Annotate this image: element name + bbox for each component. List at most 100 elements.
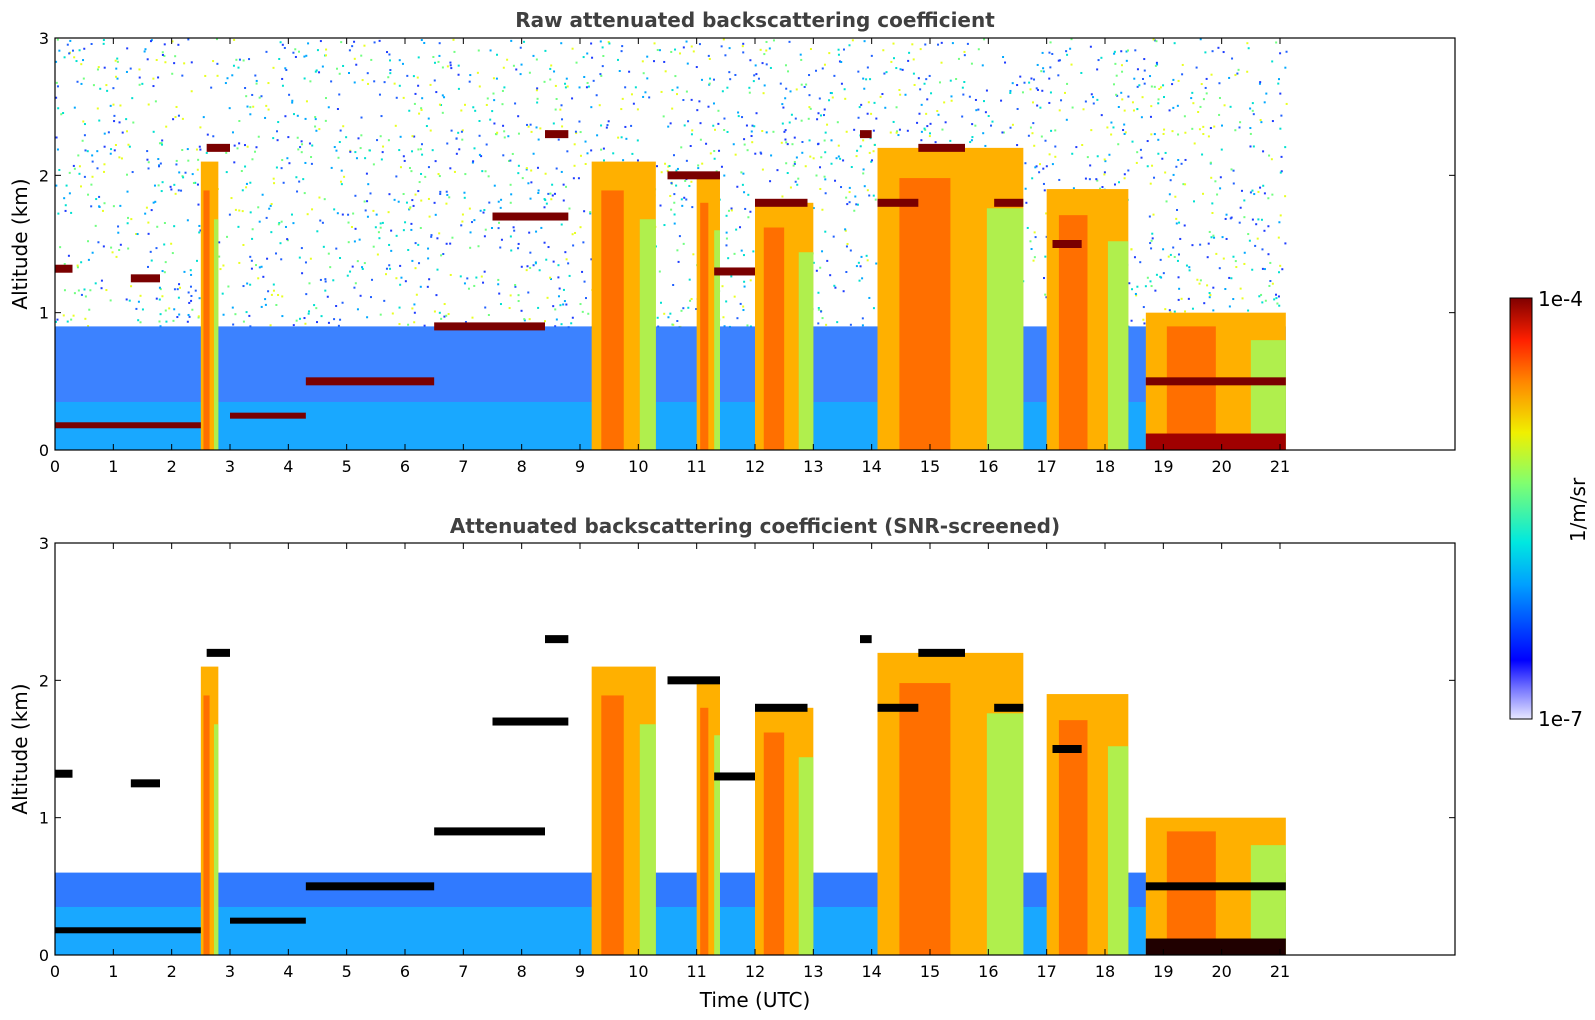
noise-dot — [389, 267, 392, 270]
noise-dot — [895, 106, 898, 109]
noise-dot — [1086, 156, 1089, 159]
noise-dot — [819, 187, 822, 190]
noise-dot — [413, 135, 416, 138]
noise-dot — [769, 180, 772, 183]
noise-dot — [366, 316, 369, 319]
noise-dot — [304, 261, 307, 264]
noise-dot — [1123, 109, 1126, 112]
noise-dot — [464, 320, 467, 323]
noise-dot — [844, 229, 847, 232]
noise-dot — [519, 73, 522, 76]
noise-dot — [1162, 84, 1165, 87]
noise-dot — [500, 198, 503, 201]
noise-dot — [272, 137, 275, 140]
panel-screened-plot-area — [55, 635, 1286, 955]
noise-dot — [1212, 286, 1215, 289]
noise-dot — [508, 307, 511, 310]
x-tick-label: 12 — [745, 962, 765, 981]
noise-dot — [77, 154, 80, 157]
noise-dot — [308, 142, 311, 145]
noise-dot — [1136, 85, 1139, 88]
x-tick-label: 13 — [803, 962, 823, 981]
noise-dot — [1198, 282, 1201, 285]
noise-dot — [1270, 158, 1273, 161]
noise-dot — [402, 229, 405, 232]
noise-dot — [690, 98, 693, 101]
noise-dot — [1230, 277, 1233, 280]
noise-dot — [1162, 248, 1165, 251]
noise-dot — [555, 318, 558, 321]
noise-dot — [254, 74, 257, 77]
noise-dot — [855, 155, 858, 158]
noise-dot — [1209, 294, 1212, 297]
noise-dot — [349, 150, 352, 153]
noise-dot — [398, 323, 401, 326]
noise-dot — [1216, 193, 1219, 196]
noise-dot — [1054, 155, 1057, 158]
noise-dot — [251, 228, 254, 231]
noise-dot — [278, 222, 281, 225]
noise-dot — [305, 293, 308, 296]
noise-dot — [1123, 123, 1126, 126]
noise-dot — [783, 130, 786, 133]
noise-dot — [80, 185, 83, 188]
noise-dot — [414, 267, 417, 270]
noise-dot — [844, 228, 847, 231]
noise-dot — [300, 151, 303, 154]
noise-dot — [570, 322, 573, 325]
noise-dot — [881, 93, 884, 96]
noise-dot — [517, 164, 520, 167]
noise-dot — [743, 280, 746, 283]
noise-dot — [563, 300, 566, 303]
noise-dot — [1141, 96, 1144, 99]
noise-dot — [150, 39, 153, 42]
noise-dot — [1120, 50, 1123, 53]
noise-dot — [73, 56, 76, 59]
noise-dot — [974, 124, 977, 127]
noise-dot — [1271, 282, 1274, 285]
noise-dot — [102, 245, 105, 248]
noise-dot — [509, 159, 512, 162]
noise-dot — [682, 99, 685, 102]
noise-dot — [530, 169, 533, 172]
noise-dot — [496, 53, 499, 56]
noise-dot — [309, 257, 312, 260]
noise-dot — [155, 59, 158, 62]
noise-dot — [499, 303, 502, 306]
noise-dot — [321, 221, 324, 224]
noise-dot — [624, 125, 627, 128]
noise-dot — [446, 65, 449, 68]
aerosol-column-edge — [639, 724, 656, 955]
y-tick-label: 2 — [39, 166, 49, 185]
noise-dot — [372, 209, 375, 212]
panel-raw-y-label: Altitude (km) — [8, 178, 32, 309]
noise-dot — [1172, 78, 1175, 81]
noise-dot — [82, 59, 85, 62]
noise-dot — [1208, 292, 1211, 295]
cloud-layer — [918, 143, 965, 152]
noise-dot — [1153, 39, 1156, 42]
noise-dot — [554, 108, 557, 111]
noise-dot — [461, 213, 464, 216]
noise-dot — [748, 91, 751, 94]
noise-dot — [461, 138, 464, 141]
noise-dot — [272, 289, 275, 292]
noise-dot — [676, 320, 679, 323]
noise-dot — [1023, 81, 1026, 84]
noise-dot — [660, 90, 663, 93]
x-tick-label: 14 — [861, 962, 881, 981]
noise-dot — [1114, 62, 1117, 65]
noise-dot — [441, 111, 444, 114]
noise-dot — [653, 60, 656, 63]
noise-dot — [91, 160, 94, 163]
noise-dot — [329, 266, 332, 269]
noise-dot — [535, 230, 538, 233]
aerosol-column-core — [203, 190, 210, 450]
noise-dot — [493, 122, 496, 125]
noise-dot — [60, 113, 63, 116]
noise-dot — [1269, 280, 1272, 283]
noise-dot — [174, 192, 177, 195]
noise-dot — [1151, 164, 1154, 167]
noise-dot — [433, 61, 436, 64]
noise-dot — [161, 295, 164, 298]
